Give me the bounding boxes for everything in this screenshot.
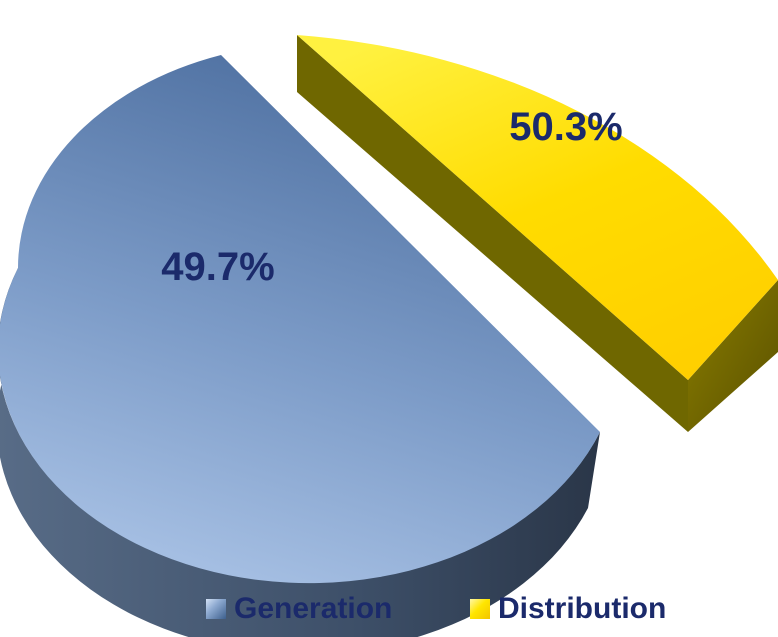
generation-data-label: 49.7% <box>161 245 274 289</box>
legend-item-generation: Generation <box>206 592 392 626</box>
distribution-slice-cut-face <box>297 35 688 432</box>
legend-swatch-distribution <box>470 599 490 619</box>
generation-slice-top <box>0 55 600 584</box>
legend-swatch-generation <box>206 599 226 619</box>
legend-label-generation: Generation <box>234 592 393 625</box>
distribution-slice-top <box>297 35 778 380</box>
legend: Generation Distribution <box>0 592 778 632</box>
generation-slice <box>0 55 600 637</box>
legend-label-distribution: Distribution <box>498 592 667 625</box>
legend-item-distribution: Distribution <box>470 592 666 626</box>
distribution-slice <box>297 35 778 432</box>
distribution-data-label: 50.3% <box>509 105 622 149</box>
distribution-slice-side <box>688 280 778 432</box>
